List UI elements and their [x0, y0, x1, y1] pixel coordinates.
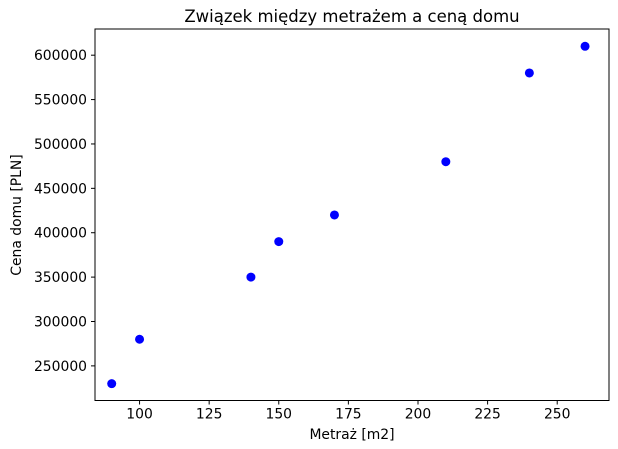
x-axis-tick-labels: 100 125 150 175 200 225 250 [126, 407, 570, 423]
y-axis-ticks [91, 54, 95, 367]
y-tick-label: 500000 [34, 137, 87, 153]
y-tick-label: 250000 [34, 359, 87, 375]
x-axis-ticks [139, 400, 558, 405]
chart-title: Związek między metrażem a ceną domu [184, 7, 519, 26]
data-point [274, 237, 284, 247]
y-tick-label: 300000 [34, 314, 87, 330]
data-point [580, 41, 590, 51]
x-axis-label: Metraż [m2] [309, 427, 394, 443]
data-points [107, 41, 590, 389]
data-point [329, 210, 339, 220]
data-point [441, 157, 451, 167]
x-tick-label: 125 [196, 407, 223, 423]
y-tick-label: 400000 [34, 226, 87, 242]
data-point [524, 68, 534, 78]
data-point [107, 379, 117, 389]
y-tick-label: 450000 [34, 181, 87, 197]
y-axis-label: Cena domu [PLN] [9, 154, 25, 275]
y-tick-label: 550000 [34, 93, 87, 109]
y-axis-tick-labels: 250000 300000 350000 400000 450000 500000 5500… [34, 48, 87, 375]
x-tick-label: 225 [474, 407, 501, 423]
x-tick-label: 150 [266, 407, 293, 423]
x-tick-label: 250 [544, 407, 571, 423]
data-point [135, 334, 145, 344]
data-point [246, 272, 256, 282]
plot-area [94, 28, 610, 401]
x-tick-label: 175 [335, 407, 362, 423]
x-tick-label: 200 [405, 407, 432, 423]
y-tick-label: 350000 [34, 270, 87, 286]
y-tick-label: 600000 [34, 48, 87, 64]
x-tick-label: 100 [126, 407, 153, 423]
